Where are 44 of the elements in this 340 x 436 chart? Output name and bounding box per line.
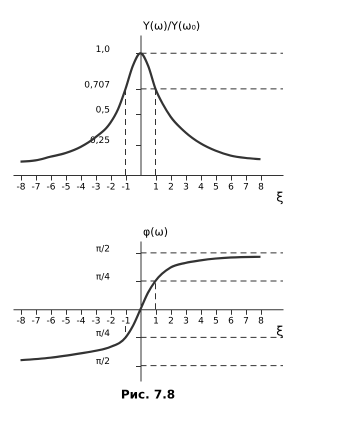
x-tick-label: 3: [183, 316, 189, 327]
x-tick-label: -8: [16, 316, 26, 327]
x-tick-label: -5: [62, 182, 70, 192]
x-tick-label: 2: [168, 316, 174, 327]
y-tick-label: π/2: [96, 244, 110, 254]
x-tick-label: 4: [198, 316, 204, 327]
x-tick-label: 7: [243, 316, 249, 327]
y-axis-title: φ(ω): [143, 226, 168, 238]
x-tick-label: -2: [106, 182, 116, 192]
x-tick-label: 2: [168, 182, 174, 192]
x-tick-label: -6: [46, 316, 56, 327]
x-tick-label: -1: [122, 316, 130, 327]
y-tick-label: π/4: [96, 272, 110, 283]
x-tick-label: 5: [213, 182, 219, 192]
y-axis-title: Y(ω)/Y(ω₀): [142, 20, 200, 32]
x-tick-label: -4: [76, 316, 86, 327]
x-axis-title: ξ: [276, 324, 284, 340]
x-tick-label: -8: [16, 182, 26, 192]
x-tick-label: 7: [243, 182, 249, 192]
x-axis-title: ξ: [276, 190, 284, 206]
x-tick-label: 3: [183, 182, 189, 192]
x-tick-label: -7: [32, 316, 40, 327]
x-tick-label: -6: [46, 182, 56, 192]
x-tick-label: 4: [198, 182, 204, 192]
x-tick-label: 6: [228, 182, 234, 192]
x-tick-label: -2: [106, 316, 116, 327]
y-tick-label: 1,0: [96, 44, 110, 55]
x-tick-label: 1: [153, 182, 159, 192]
y-tick-label: 0,5: [96, 106, 110, 116]
x-tick-label: -3: [92, 316, 100, 327]
x-tick-label: -1: [122, 182, 130, 192]
x-tick-label: 5: [213, 316, 219, 327]
x-tick-label: 6: [228, 316, 234, 327]
x-tick-label: 1: [153, 316, 159, 327]
text: Рис. 7.8: [120, 388, 176, 402]
x-tick-label: -4: [76, 182, 86, 192]
y-tick-label: π/2: [96, 357, 110, 368]
x-tick-label: -7: [32, 182, 40, 192]
x-tick-label: 8: [258, 316, 264, 327]
x-tick-label: 8: [258, 182, 264, 192]
x-tick-label: -3: [92, 182, 100, 192]
x-tick-label: -5: [62, 316, 70, 327]
y-tick-label: π/4: [96, 328, 110, 339]
y-tick-label: 0,707: [84, 80, 110, 90]
